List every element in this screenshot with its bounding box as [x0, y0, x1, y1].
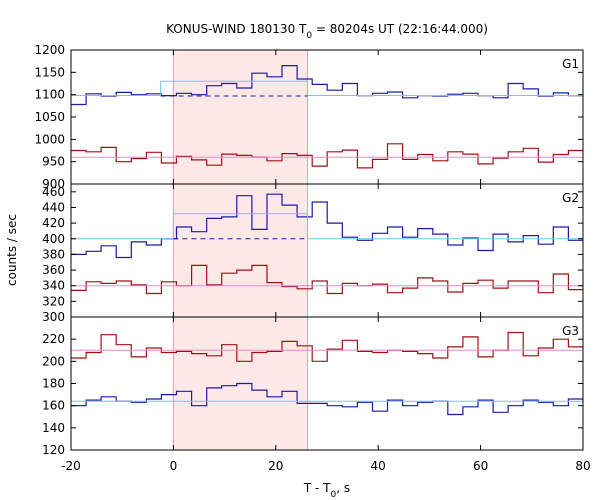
xtick-label: 20 [268, 459, 283, 473]
panel-g1-ytick-label: 1000 [34, 132, 65, 146]
y-axis-label: counts / sec [5, 214, 19, 286]
panel-g1-ytick-label: 1050 [34, 110, 65, 124]
panel-g3-ytick-label: 120 [42, 443, 65, 457]
panel-g3-series-red [71, 331, 583, 362]
panel-g1-series-blue [71, 65, 583, 106]
highlight-layer [172, 50, 309, 450]
panel-g2-ytick-label: 380 [42, 247, 65, 261]
data-layer [71, 65, 583, 416]
panel-g3-ytick-label: 220 [42, 332, 65, 346]
panel-g2-ytick-label: 460 [42, 185, 65, 199]
xtick-label: 40 [371, 459, 386, 473]
xtick-label: -20 [61, 459, 81, 473]
xtick-label: 60 [473, 459, 488, 473]
panel-g2-ytick-label: 360 [42, 263, 65, 277]
panel-g1-model-box [71, 80, 583, 97]
trigger-interval-band [173, 50, 308, 450]
panel-g2-label: G2 [562, 191, 579, 205]
panel-g3-frame [70, 316, 584, 451]
x-axis-label: T - T0, s [303, 481, 350, 500]
chart-title: KONUS-WIND 180130 T0 = 80204s UT (22:16:… [166, 22, 488, 41]
panel-g2-ytick-label: 300 [42, 310, 65, 324]
axes-layer [70, 49, 584, 451]
panel-g1-ytick-label: 900 [42, 177, 65, 191]
panel-g3-label: G3 [562, 324, 579, 338]
panel-g3-ytick-label: 200 [42, 354, 65, 368]
panel-g2-ytick-label: 320 [42, 294, 65, 308]
xtick-label: 80 [575, 459, 590, 473]
panel-g1-series-red [71, 143, 583, 169]
xtick-label: 0 [170, 459, 178, 473]
panel-g3-ytick-label: 160 [42, 399, 65, 413]
panel-g2-series-red [71, 264, 583, 295]
text-layer: 90095010001050110011501200G1300320340360… [5, 22, 591, 500]
panel-g2-ytick-label: 340 [42, 279, 65, 293]
panel-g2-ytick-label: 420 [42, 216, 65, 230]
panel-g1-ytick-label: 950 [42, 155, 65, 169]
panel-g3-series-blue [71, 382, 583, 416]
panel-g2-model-box [71, 213, 583, 240]
panel-g2-series-blue [71, 193, 583, 259]
panel-g1-ytick-label: 1200 [34, 43, 65, 57]
panel-g3-ytick-label: 180 [42, 377, 65, 391]
panel-g2-ytick-label: 440 [42, 200, 65, 214]
panel-g2-ytick-label: 400 [42, 232, 65, 246]
panel-g1-label: G1 [562, 57, 579, 71]
panel-g3-ytick-label: 140 [42, 421, 65, 435]
panel-g1-ytick-label: 1150 [34, 65, 65, 79]
panel-g1-ytick-label: 1100 [34, 88, 65, 102]
